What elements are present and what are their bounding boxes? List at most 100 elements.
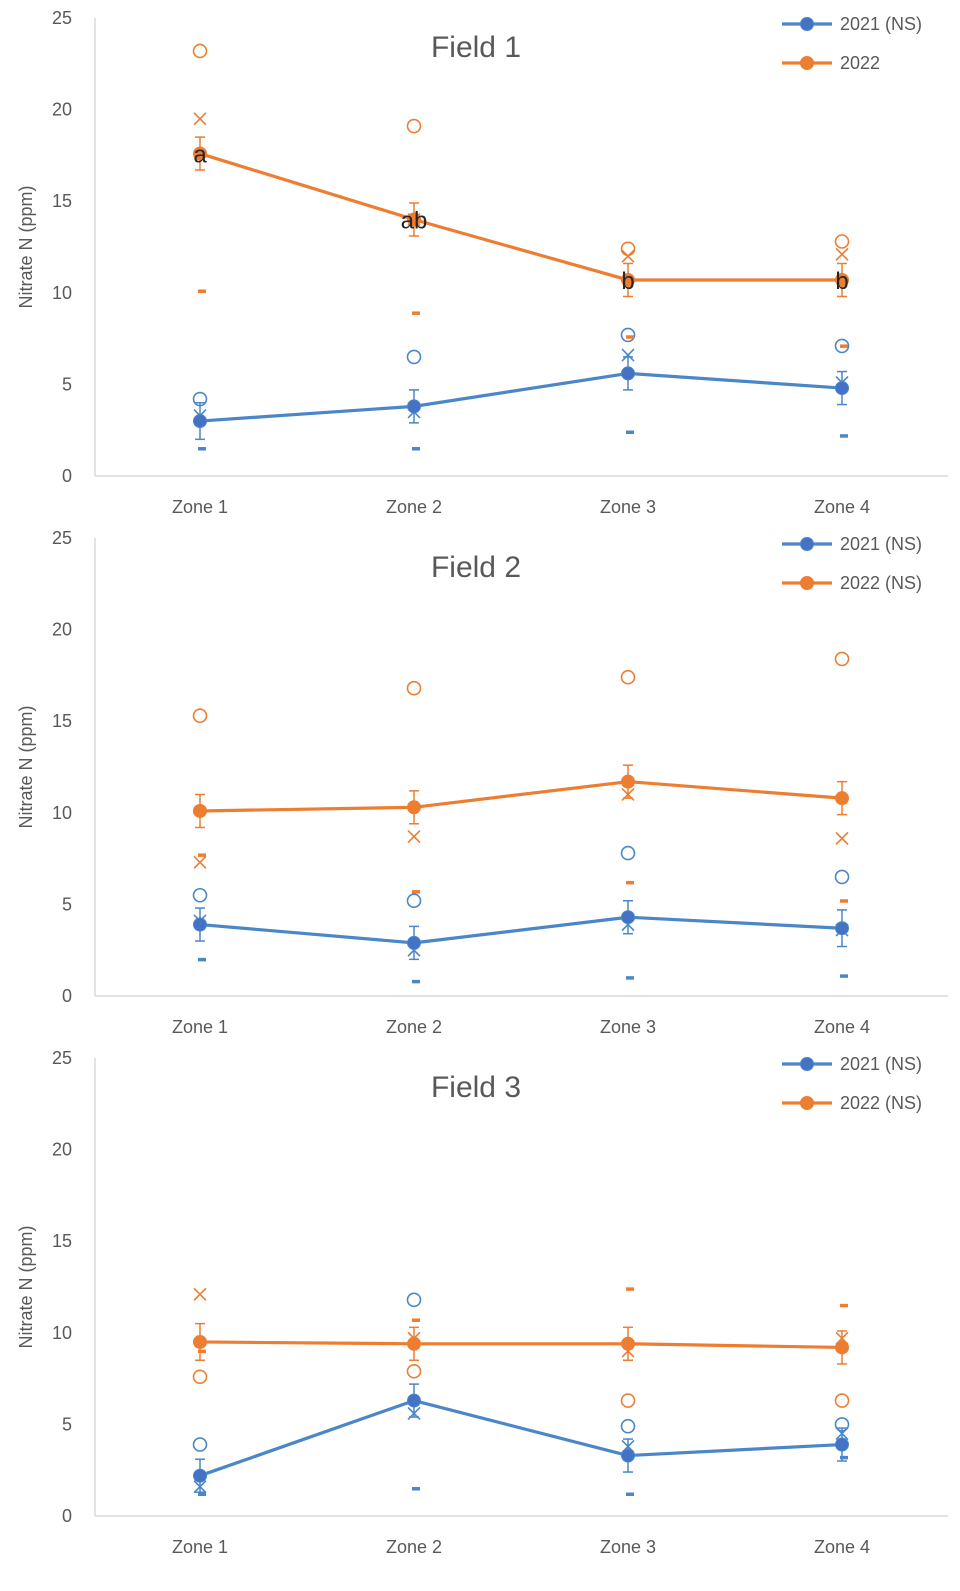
legend-label: 2022 (NS): [840, 1093, 922, 1113]
x-tick-label: Zone 1: [172, 497, 228, 517]
data-point: [407, 212, 421, 227]
y-tick-label: 5: [62, 1414, 72, 1434]
chart-svg-field-3: 0 5 10 15 20 25 Zone 1 Zone 2 Zone 3 Zone 4 Nitrat…: [16, 1048, 948, 1557]
chart-svg-field-1: 0 5 10 15 20 25 Zone 1 Zone 2 Zone 3 Zone 4 Nitrat…: [16, 8, 948, 517]
outlier-dash: [626, 1492, 634, 1497]
mean-x-mark: [407, 830, 421, 844]
significance-letter: ab: [401, 208, 428, 235]
mean-x-mark: [193, 855, 207, 869]
series-line: [199, 915, 843, 945]
outlier-circle: [834, 338, 850, 354]
x-mark-stroke: [835, 831, 849, 846]
outlier-dash: [626, 1287, 634, 1291]
outlier-circle: [192, 708, 208, 724]
x-mark-stroke: [193, 1287, 207, 1301]
chart-title: Field 3: [431, 1071, 521, 1104]
outlier-dash: [198, 957, 206, 962]
x-tick-label: Zone 1: [172, 1537, 228, 1557]
y-tick-label: 0: [62, 986, 72, 1006]
x-tick-label: Zone 2: [386, 1537, 442, 1557]
legend-entry: 2022: [782, 53, 880, 73]
data-point: [193, 1334, 207, 1349]
x-tick-label: Zone 3: [600, 1017, 656, 1037]
data-point: [621, 272, 635, 287]
y-tick-label: 25: [52, 528, 72, 548]
y-tick-label: 10: [52, 803, 72, 823]
mean-x-mark: [835, 831, 849, 846]
y-tick-label: 0: [62, 466, 72, 486]
outlier-circle: [834, 651, 850, 667]
y-tick-label: 20: [52, 100, 72, 120]
outlier-circle: [834, 869, 850, 885]
data-point: [407, 800, 421, 815]
y-tick-label: 15: [52, 1231, 72, 1251]
legend-label: 2022: [840, 53, 880, 73]
x-mark-stroke: [621, 348, 635, 362]
legend-entry: 2021 (NS): [782, 1054, 922, 1074]
legend-label: 2021 (NS): [840, 1054, 922, 1074]
y-axis-title: Nitrate N (ppm): [16, 705, 36, 828]
x-tick-label: Zone 1: [172, 1017, 228, 1037]
data-point: [193, 803, 207, 818]
legend-marker: [800, 56, 814, 70]
series-line: [199, 780, 843, 813]
x-tick-label: Zone 4: [814, 497, 870, 517]
data-point: [407, 1336, 421, 1351]
outlier-dash: [198, 1492, 206, 1497]
x-tick-label: Zone 4: [814, 1017, 870, 1037]
chart-field-1: 0 5 10 15 20 25 Zone 1 Zone 2 Zone 3 Zone 4 Nitrat…: [0, 0, 960, 520]
x-tick-label: Zone 2: [386, 497, 442, 517]
legend-marker: [800, 1096, 814, 1110]
legend-entry: 2021 (NS): [782, 534, 922, 554]
x-mark-stroke: [193, 112, 207, 126]
data-point: [621, 366, 635, 381]
chart-svg-field-2: 0 5 10 15 20 25 Zone 1 Zone 2 Zone 3 Zone 4 Nitrat…: [16, 528, 948, 1037]
series-line: [199, 371, 843, 423]
y-tick-label: 20: [52, 1140, 72, 1160]
outlier-circle: [834, 1393, 850, 1408]
y-tick-label: 10: [52, 283, 72, 303]
data-point: [193, 1468, 207, 1483]
outlier-dash: [412, 979, 420, 984]
outlier-dash: [840, 434, 848, 438]
y-tick-label: 20: [52, 620, 72, 640]
outlier-dash: [412, 1487, 420, 1491]
legend-marker: [800, 537, 814, 551]
outlier-circle: [192, 43, 208, 59]
legend-marker: [800, 1057, 814, 1071]
outlier-dash: [840, 1303, 848, 1308]
y-tick-label: 10: [52, 1323, 72, 1343]
outlier-circle: [406, 1363, 422, 1379]
y-tick-label: 25: [52, 8, 72, 28]
data-point: [835, 1340, 849, 1355]
chart-title: Field 1: [431, 31, 521, 64]
outlier-dash: [412, 311, 420, 315]
outlier-circle: [620, 845, 636, 861]
data-point: [193, 414, 207, 429]
data-point: [193, 917, 207, 932]
outlier-dash: [840, 974, 848, 978]
outlier-circle: [192, 1369, 208, 1385]
x-mark-stroke: [621, 249, 635, 263]
outlier-dash: [626, 335, 634, 339]
mean-x-mark: [193, 112, 207, 126]
y-tick-label: 5: [62, 374, 72, 394]
data-point: [407, 399, 421, 414]
data-point: [621, 1448, 635, 1463]
legend-entry: 2022 (NS): [782, 1093, 922, 1113]
outlier-dash: [198, 447, 206, 451]
data-point: [835, 791, 849, 806]
outlier-circle: [620, 1393, 636, 1408]
data-point: [407, 935, 421, 950]
significance-letter: a: [193, 142, 207, 169]
outlier-dash: [626, 880, 634, 885]
legend-marker: [800, 576, 814, 590]
data-point: [621, 774, 635, 789]
x-tick-label: Zone 3: [600, 497, 656, 517]
significance-letter: b: [621, 268, 634, 295]
x-mark-stroke: [835, 247, 849, 261]
outlier-circle: [620, 327, 636, 343]
outlier-circle: [620, 1418, 636, 1434]
mean-x-mark: [621, 348, 635, 362]
outlier-dash: [626, 976, 634, 980]
